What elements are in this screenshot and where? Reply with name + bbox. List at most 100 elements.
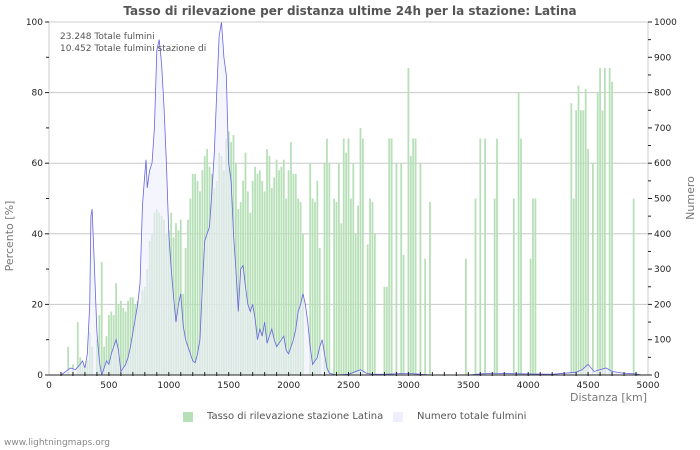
- bar: [103, 346, 106, 375]
- bar: [251, 180, 254, 375]
- bar: [187, 219, 189, 375]
- bar: [117, 304, 120, 375]
- bar: [474, 198, 477, 375]
- bar: [412, 138, 415, 375]
- bar: [263, 191, 266, 375]
- bar: [345, 152, 348, 375]
- bar: [256, 173, 259, 375]
- bar: [395, 163, 398, 375]
- bar: [479, 138, 482, 375]
- bar: [67, 346, 70, 375]
- svg-text:5000: 5000: [637, 381, 660, 391]
- bar: [196, 180, 199, 375]
- bar: [572, 198, 575, 375]
- bar: [596, 92, 599, 375]
- footer-link[interactable]: www.lightningmaps.org: [4, 438, 110, 448]
- svg-text:500: 500: [654, 195, 671, 205]
- svg-text:40: 40: [32, 230, 44, 240]
- legend-item-detection-rate: Tasso di rilevazione stazione Latina: [183, 411, 383, 422]
- bar: [632, 198, 635, 375]
- bar: [369, 198, 371, 375]
- svg-text:60: 60: [32, 159, 44, 169]
- bar: [342, 138, 345, 375]
- bar: [340, 223, 343, 375]
- bar: [603, 67, 606, 375]
- bar: [429, 202, 431, 375]
- bar: [254, 166, 256, 375]
- bar: [359, 127, 362, 376]
- bar: [287, 170, 290, 375]
- bar: [282, 159, 285, 375]
- bar: [309, 163, 312, 375]
- y-axis-right-label: Numero: [684, 176, 697, 220]
- y-axis-label: Percento [%]: [3, 201, 16, 272]
- bar: [184, 247, 187, 375]
- bar: [512, 198, 515, 375]
- bar: [191, 173, 194, 375]
- bar: [314, 202, 316, 375]
- svg-text:100: 100: [26, 18, 43, 28]
- info-box: 23.248 Totale fulmini 10.452 Totale fulm…: [60, 31, 206, 55]
- bar: [493, 198, 496, 375]
- bar: [273, 177, 276, 375]
- bar: [496, 138, 498, 375]
- bar: [335, 202, 338, 375]
- bar: [258, 170, 261, 375]
- bar: [326, 138, 328, 375]
- bar: [119, 300, 122, 375]
- bar: [292, 173, 295, 375]
- bar: [112, 314, 115, 375]
- bar: [371, 202, 374, 375]
- bar: [294, 173, 297, 375]
- bar: [129, 297, 132, 375]
- bar: [570, 103, 573, 375]
- bar: [349, 198, 352, 375]
- bar: [580, 110, 582, 375]
- legend-swatch-lavender: [393, 411, 403, 422]
- bar: [199, 191, 201, 375]
- bar: [366, 244, 369, 375]
- bar: [465, 258, 467, 375]
- legend-item-strike-count: Numero totale fulmini: [393, 411, 526, 422]
- svg-text:500: 500: [100, 381, 117, 391]
- bar: [266, 149, 268, 375]
- chart-title: Tasso di rilevazione per distanza ultime…: [123, 4, 577, 18]
- bar: [244, 152, 247, 375]
- bar: [270, 187, 273, 375]
- bar: [299, 202, 302, 375]
- bar: [361, 138, 364, 375]
- bar: [318, 247, 321, 375]
- bar: [385, 286, 388, 375]
- bar: [105, 336, 108, 375]
- bar: [311, 198, 314, 375]
- station-strikes-text: 10.452 Totale fulmini stazione di: [60, 44, 207, 54]
- bar: [599, 67, 601, 375]
- bar: [484, 138, 486, 375]
- bar: [601, 110, 604, 375]
- legend-label: Numero totale fulmini: [417, 411, 527, 422]
- legend-label: Tasso di rilevazione stazione Latina: [207, 411, 384, 422]
- svg-text:600: 600: [654, 159, 671, 169]
- bar: [517, 92, 520, 375]
- legend-swatch-green: [183, 411, 193, 422]
- bar: [115, 283, 117, 375]
- bar: [357, 205, 359, 375]
- bar: [278, 170, 280, 375]
- svg-text:400: 400: [654, 230, 671, 240]
- bar: [424, 258, 427, 375]
- svg-text:200: 200: [654, 300, 671, 310]
- bar: [575, 110, 578, 375]
- bar: [333, 198, 336, 375]
- bar: [409, 156, 412, 375]
- bar: [98, 314, 101, 375]
- bar: [400, 163, 403, 375]
- svg-text:100: 100: [654, 336, 671, 346]
- bar: [194, 173, 197, 375]
- svg-text:1000: 1000: [157, 381, 180, 391]
- svg-text:800: 800: [654, 89, 671, 99]
- bar: [532, 198, 534, 375]
- bar: [175, 223, 177, 375]
- bar: [352, 163, 355, 375]
- bar: [76, 322, 79, 375]
